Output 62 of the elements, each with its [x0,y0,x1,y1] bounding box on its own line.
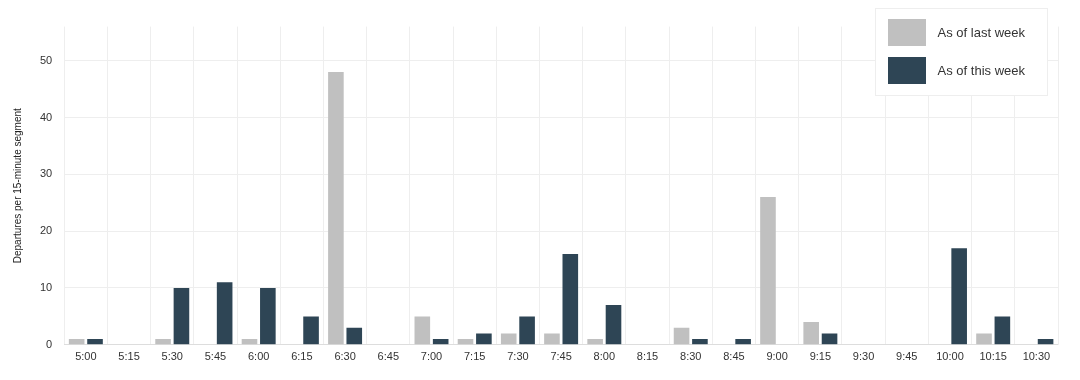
bar [735,339,751,345]
bar [519,316,535,345]
x-tick-label: 5:15 [118,350,140,363]
x-tick-label: 6:15 [291,350,313,363]
bar [414,316,431,345]
bar [87,339,103,345]
bar [673,327,690,345]
x-tick-label: 5:45 [204,350,227,363]
bar [173,287,190,345]
y-axis-title: Departures per 15-minute segment [11,107,23,264]
x-tick-label: 6:00 [247,350,270,363]
bar [241,339,258,345]
y-tick-label: 30 [39,167,53,180]
bar [994,316,1011,345]
bar [803,322,819,345]
y-tick-label: 10 [39,281,53,294]
x-tick-label: 9:45 [896,350,918,363]
y-tick-label: 40 [39,110,53,123]
bar [821,333,838,345]
bar [562,253,579,345]
x-tick-label: 7:30 [507,350,529,363]
x-tick-label: 7:15 [463,350,486,363]
x-tick-label: 7:00 [420,350,443,363]
y-tick-label: 0 [46,337,53,350]
x-tick-label: 10:00 [936,350,964,363]
x-tick-label: 10:30 [1022,350,1051,363]
legend-label: As of last week [937,24,1025,40]
legend-label: As of this week [937,62,1025,78]
x-tick-label: 5:30 [161,350,183,363]
x-tick-label: 9:00 [766,350,788,363]
y-tick-label: 20 [39,224,53,237]
x-tick-label: 8:30 [680,350,702,363]
bar [605,305,622,345]
x-tick-label: 8:00 [593,350,616,363]
bar [432,339,449,345]
x-tick-label: 6:45 [377,350,399,363]
bar [976,333,992,345]
bar [457,339,474,345]
x-tick-label: 10:15 [979,350,1007,363]
x-tick-label: 8:15 [636,350,659,363]
y-tick-label: 50 [39,53,53,66]
bar [692,339,708,345]
bar [1037,339,1054,345]
x-tick-label: 9:30 [852,350,875,363]
x-tick-label: 9:15 [809,350,832,363]
x-tick-label: 5:00 [75,350,97,363]
bar [951,248,967,345]
bar [328,72,344,345]
x-tick-label: 7:45 [550,350,572,363]
bar [544,333,560,345]
bar [760,197,776,345]
bar [260,287,276,345]
bar [346,327,363,345]
x-tick-label: 6:30 [334,350,356,363]
x-tick-label: 8:45 [723,350,745,363]
bar [500,333,517,345]
bar [68,339,85,345]
bar [476,333,492,345]
bar [587,339,603,345]
bar [155,339,171,345]
bar [303,316,319,345]
bar [216,282,233,345]
